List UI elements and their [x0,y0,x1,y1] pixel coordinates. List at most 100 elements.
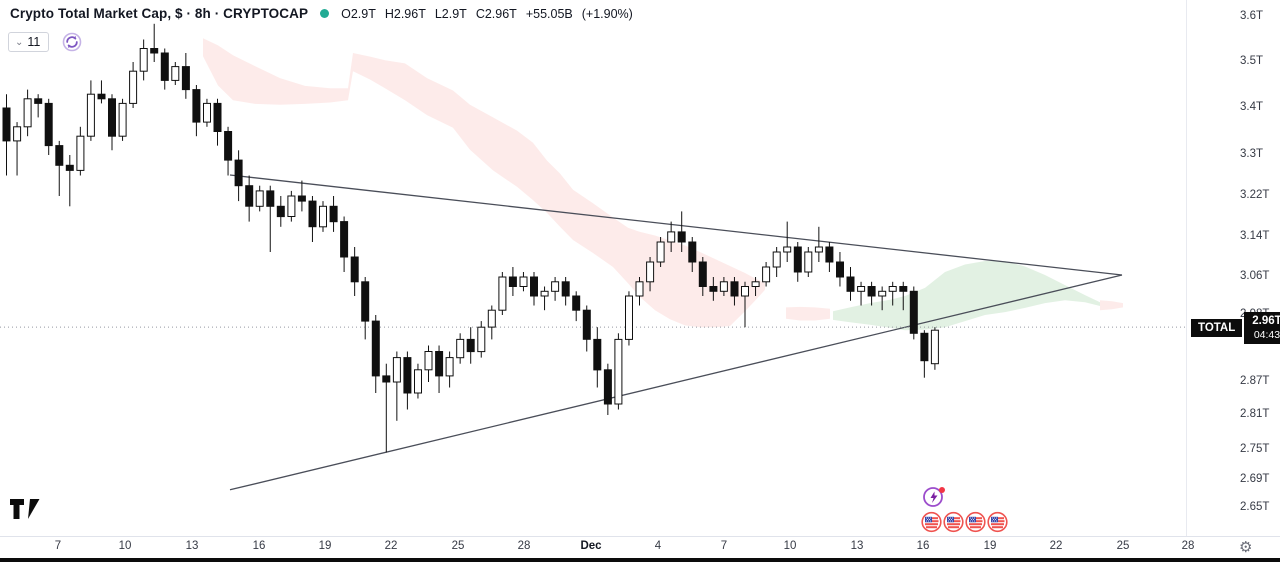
price-axis-separator [1186,0,1187,536]
us-flag-sticker[interactable] [921,511,942,538]
candle [540,290,549,297]
refresh-icon[interactable] [61,31,83,53]
ohlc-low: L2.9T [434,6,467,21]
candle [656,241,665,263]
chart-legend: Crypto Total Market Cap, $ · 8h · CRYPTO… [10,6,633,21]
price-tick-label: 3.5T [1240,55,1264,67]
candle [403,357,412,394]
candle [65,164,74,171]
ohlc-open: O2.9T [341,6,376,21]
candle [846,276,855,292]
candlestick-series [2,23,939,453]
candle [456,338,465,359]
candle [614,338,623,405]
time-tick-label: 25 [1116,540,1130,552]
candle [350,256,359,283]
candle [76,135,85,171]
candle [308,200,317,228]
candle [920,332,929,362]
time-tick-label: 28 [517,540,531,552]
candle [392,357,401,383]
candle [867,286,876,297]
candle [530,276,538,297]
price-tick-label: 2.69T [1240,473,1270,485]
candle [625,295,633,340]
candle [698,261,707,287]
candle [266,190,275,207]
candles-count-button[interactable]: ⌄ 11 [8,32,50,52]
candle [361,281,370,322]
flash-sticker[interactable] [921,484,947,515]
gear-icon[interactable]: ⚙ [1239,539,1253,556]
candle [150,48,159,54]
candle [297,195,306,202]
price-tick-label: 2.65T [1240,501,1270,513]
candle [2,107,11,142]
symbol-title[interactable]: Crypto Total Market Cap, $ · 8h · CRYPTO… [10,6,309,21]
candle [287,195,296,217]
time-tick-label: 7 [720,540,728,552]
time-tick-label: 13 [850,540,864,552]
lightning-bolt-icon [930,491,938,503]
candle [709,286,718,292]
us-flag-sticker[interactable] [965,511,986,538]
time-axis-separator [0,536,1280,537]
candle [234,159,243,187]
candle [719,281,728,292]
candle [793,246,802,273]
tradingview-logo[interactable] [9,498,41,527]
candle [783,246,792,253]
candle [888,286,897,292]
candle [762,266,771,283]
time-tick-label: 19 [318,540,332,552]
chart-toolbar: ⌄ 11 [8,31,83,53]
price-tick-label: 3.6T [1240,10,1264,22]
candles-count-value: 11 [27,35,41,49]
candle [203,102,211,123]
us-flag-sticker[interactable] [987,511,1008,538]
us-flag-sticker[interactable] [943,511,964,538]
candle [55,145,64,166]
price-tick-label: 2.81T [1240,408,1270,420]
candle [108,98,116,137]
price-tick-label: 3.22T [1240,189,1270,201]
candle [424,351,433,371]
time-tick-label: 4 [654,540,662,552]
candle [677,231,686,243]
time-tick-label: 25 [451,540,465,552]
time-tick-label: 13 [185,540,199,552]
candle [445,357,454,377]
trendline-upper[interactable] [229,174,1123,276]
candle [340,221,349,258]
price-tick-label: 3.4T [1240,101,1264,113]
candle [371,320,380,377]
candle [814,246,823,253]
window-bottom-bar [0,558,1280,562]
candle [487,309,496,328]
candle [319,205,327,228]
candle [572,295,581,311]
ichimoku-cloud-pink [786,306,830,321]
time-tick-label: 7 [54,540,62,552]
price-tick-label: 2.87T [1240,375,1270,387]
trendline-lower[interactable] [229,274,1123,491]
chart-canvas[interactable] [0,0,1280,536]
candle [836,261,844,278]
ohlc-close: C2.96T [475,6,517,21]
price-tick-label: 3.3T [1240,148,1264,160]
candle [435,351,444,377]
ohlc-values: O2.9T H2.96T L2.9T C2.96T +55.05B (+1.90… [341,7,633,21]
candle [44,102,53,147]
candle [86,93,95,137]
market-status-dot [320,9,330,18]
candle [772,251,781,268]
candle [213,102,222,133]
candle [466,338,475,353]
time-tick-label: 16 [916,540,930,552]
ohlc-change: +55.05B [525,6,573,21]
candle [635,281,644,297]
candle [276,205,285,218]
candle [118,102,127,137]
current-price-value: 2.96T 04:43 [1244,312,1280,344]
